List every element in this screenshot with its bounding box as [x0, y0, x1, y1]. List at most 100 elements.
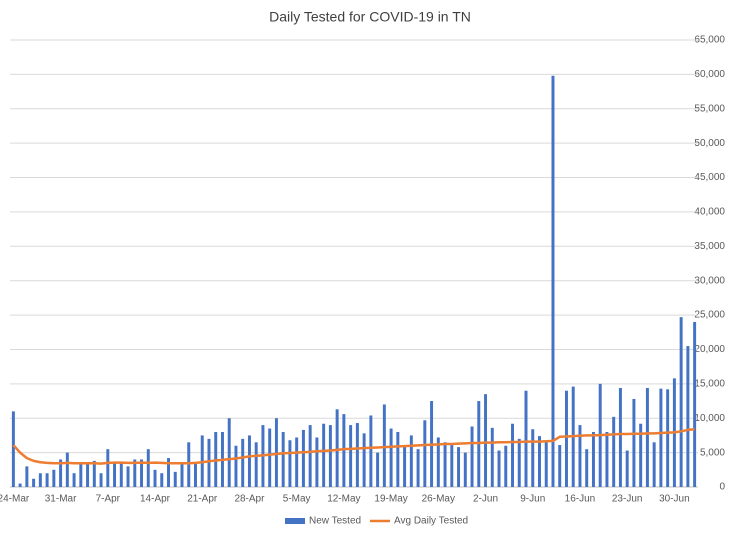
bar	[639, 423, 643, 487]
bar	[268, 428, 272, 487]
bar	[119, 462, 123, 487]
bar	[65, 452, 69, 487]
bar	[369, 415, 373, 487]
y-tick-label: 15,000	[694, 378, 725, 389]
bar	[86, 462, 90, 487]
bar	[612, 416, 616, 487]
bar	[686, 346, 690, 487]
bar	[544, 441, 548, 487]
y-tick-label: 45,000	[694, 172, 725, 183]
y-tick-label: 5,000	[700, 447, 725, 458]
y-tick-label: 50,000	[694, 138, 725, 149]
bar	[79, 462, 83, 487]
bar	[126, 466, 130, 487]
x-tick-label: 31-Mar	[45, 494, 77, 505]
bar	[389, 428, 393, 487]
bar	[632, 398, 636, 487]
bar	[362, 433, 366, 487]
bar	[409, 435, 413, 487]
bar	[25, 466, 29, 487]
x-tick-label: 24-Mar	[0, 494, 30, 505]
bar	[167, 458, 170, 487]
bar	[470, 426, 474, 487]
bar	[295, 437, 299, 487]
bar	[349, 425, 353, 487]
bar	[666, 389, 670, 487]
y-tick-label: 0	[719, 482, 725, 493]
bar	[436, 437, 440, 487]
bar	[52, 469, 56, 487]
x-tick-label: 19-May	[374, 494, 407, 505]
bar	[133, 459, 137, 487]
bar	[140, 459, 144, 487]
bar	[625, 450, 629, 487]
bar	[234, 445, 238, 487]
legend-label: Avg Daily Tested	[394, 516, 468, 527]
bar	[693, 321, 697, 487]
bar	[463, 452, 467, 487]
x-tick-label: 26-May	[422, 494, 455, 505]
bar	[180, 462, 184, 487]
bar	[490, 427, 494, 487]
bar	[72, 473, 76, 487]
bar	[106, 449, 110, 487]
bar	[281, 431, 285, 487]
bar	[423, 420, 427, 487]
bar	[564, 390, 568, 487]
x-tick-label: 23-Jun	[612, 494, 643, 505]
bar	[274, 418, 278, 487]
bar	[241, 438, 245, 487]
line	[12, 427, 695, 465]
bar	[335, 409, 339, 487]
bar	[605, 431, 609, 487]
bar	[92, 460, 96, 487]
bar	[328, 425, 332, 487]
chart-title: Daily Tested for COVID-19 in TN	[269, 9, 471, 25]
bar	[113, 462, 117, 487]
y-tick-label: 35,000	[694, 241, 725, 252]
y-tick-label: 20,000	[694, 344, 725, 355]
x-tick-label: 9-Jun	[520, 494, 545, 505]
bar	[558, 445, 562, 487]
bar	[18, 483, 22, 487]
bar	[524, 390, 528, 487]
y-tick-label: 60,000	[694, 69, 725, 80]
bar	[355, 423, 359, 487]
y-tick-label: 10,000	[694, 413, 725, 424]
bar	[160, 473, 164, 487]
bar	[173, 471, 177, 487]
bar	[11, 411, 15, 487]
bar	[315, 437, 319, 487]
y-tick-label: 65,000	[694, 35, 725, 46]
bar	[301, 429, 305, 487]
bar	[443, 442, 447, 487]
x-tick-label: 5-May	[283, 494, 311, 505]
bar	[45, 473, 49, 487]
bar	[618, 387, 622, 487]
bar	[376, 452, 380, 487]
bar	[652, 442, 656, 487]
bar	[342, 414, 346, 487]
legend-swatch	[285, 518, 305, 524]
bar	[591, 431, 595, 487]
x-tick-label: 7-Apr	[96, 494, 121, 505]
bar	[153, 469, 157, 487]
bar	[484, 394, 488, 487]
bar	[504, 445, 508, 487]
y-tick-label: 30,000	[694, 275, 725, 286]
bar	[416, 449, 420, 487]
bar	[308, 425, 312, 487]
y-tick-label: 40,000	[694, 207, 725, 218]
bar	[396, 431, 400, 487]
bar	[531, 429, 535, 487]
bar	[207, 438, 211, 487]
bar	[450, 444, 454, 487]
bar	[288, 440, 292, 487]
bar	[146, 449, 150, 487]
bar	[382, 404, 386, 487]
x-tick-label: 30-Jun	[659, 494, 690, 505]
bar	[254, 442, 258, 487]
bar	[227, 418, 231, 487]
